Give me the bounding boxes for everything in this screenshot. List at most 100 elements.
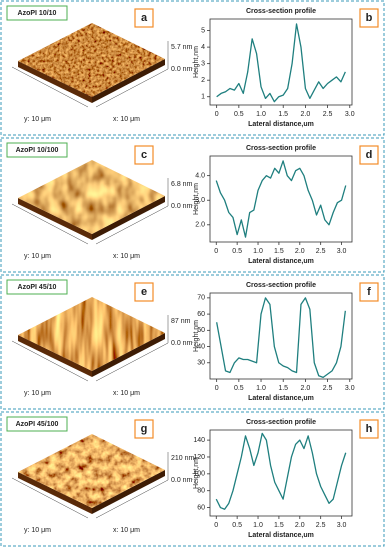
y-tick-label: 30 (197, 360, 205, 367)
sample-box (6, 279, 68, 295)
y-tick-label: 4 (201, 44, 205, 51)
afm-image (18, 23, 165, 97)
x-tick-label: 1.0 (256, 111, 266, 118)
plot-frame (209, 429, 353, 517)
y-size: y: 10 μm (24, 116, 51, 123)
image-side (18, 335, 92, 377)
profile-line (215, 160, 347, 238)
afm-image (18, 297, 165, 371)
y-size: y: 10 μm (24, 253, 51, 260)
x-tick-label: 0 (214, 522, 218, 529)
z-min: 0.0 nm (171, 203, 193, 210)
x-axis-label: Lateral distance,um (248, 258, 314, 265)
letter-box (134, 419, 154, 439)
panel-letter: a (141, 12, 148, 24)
panel-letter: e (141, 286, 147, 298)
y-axis-label: Height,nm (193, 183, 200, 215)
z-min: 0.0 nm (171, 66, 193, 73)
x-tick-label: 2.5 (316, 522, 326, 529)
x-tick-label: 1.5 (274, 248, 284, 255)
y-tick-label: 1 (201, 94, 205, 101)
y-tick-label: 80 (197, 488, 205, 495)
axis-edge (95, 342, 169, 382)
y-axis-label: Height,nm (193, 320, 200, 352)
chart-title: Cross-section profile (246, 419, 316, 426)
image-side (18, 198, 92, 240)
y-tick-label: 40 (197, 343, 205, 350)
z-max: 210 nm (171, 455, 195, 462)
row-frame (0, 274, 385, 410)
axis-edge (95, 68, 169, 108)
y-axis-label: Height,nm (193, 457, 200, 489)
sample-label: AzoPI 45/100 (16, 421, 59, 428)
y-tick-label: 140 (193, 437, 205, 444)
sample-label: AzoPI 45/10 (18, 284, 57, 291)
panel-letter: c (141, 149, 147, 161)
x-size: x: 10 μm (113, 116, 140, 123)
chart-title: Cross-section profile (246, 145, 316, 152)
x-tick-label: 3.0 (345, 111, 355, 118)
afm-image (18, 434, 165, 508)
row-frame (0, 0, 385, 136)
y-size: y: 10 μm (24, 390, 51, 397)
panel-letter: h (366, 423, 373, 435)
z-max: 6.8 nm (171, 181, 193, 188)
x-tick-label: 3.0 (345, 385, 355, 392)
sample-label: AzoPI 10/10 (18, 10, 57, 17)
plot-frame (209, 18, 353, 106)
letter-box (134, 8, 154, 28)
y-size: y: 10 μm (24, 527, 51, 534)
profile-line (215, 432, 347, 510)
image-side (92, 59, 165, 103)
x-size: x: 10 μm (113, 527, 140, 534)
axis-edge (11, 477, 89, 519)
x-tick-label: 2.0 (295, 248, 305, 255)
x-tick-label: 3.0 (337, 248, 347, 255)
x-tick-label: 2.5 (323, 385, 333, 392)
y-tick-label: 4.0 (195, 173, 205, 180)
x-tick-label: 0 (215, 111, 219, 118)
axis-edge (11, 66, 89, 108)
x-tick-label: 0.5 (232, 522, 242, 529)
x-tick-label: 2.5 (323, 111, 333, 118)
z-min: 0.0 nm (171, 340, 193, 347)
x-tick-label: 1.5 (274, 522, 284, 529)
image-side (18, 472, 92, 514)
y-axis-label: Height,nm (193, 46, 200, 78)
x-size: x: 10 μm (113, 253, 140, 260)
image-side (92, 196, 165, 240)
x-tick-label: 1.0 (253, 248, 263, 255)
image-side (92, 470, 165, 514)
y-tick-label: 60 (197, 504, 205, 511)
x-tick-label: 0 (215, 385, 219, 392)
sample-box (6, 416, 68, 432)
x-tick-label: 2.5 (316, 248, 326, 255)
sample-label: AzoPI 10/100 (16, 147, 59, 154)
row-frame (0, 411, 385, 547)
y-tick-label: 2 (201, 77, 205, 84)
x-tick-label: 0.5 (234, 111, 244, 118)
panel-letter: b (366, 12, 373, 24)
x-axis-label: Lateral distance,um (248, 532, 314, 539)
x-tick-label: 1.5 (278, 385, 288, 392)
afm-image (18, 160, 165, 234)
y-tick-label: 3.0 (195, 197, 205, 204)
letter-box (359, 145, 379, 165)
letter-box (134, 145, 154, 165)
y-tick-label: 70 (197, 295, 205, 302)
letter-box (359, 282, 379, 302)
letter-box (134, 282, 154, 302)
z-max: 87 nm (171, 318, 191, 325)
y-tick-label: 5 (201, 27, 205, 34)
axis-edge (95, 479, 169, 519)
letter-box (359, 8, 379, 28)
panel-letter: d (366, 149, 373, 161)
sample-box (6, 5, 68, 21)
x-tick-label: 1.0 (253, 522, 263, 529)
x-tick-label: 1.5 (278, 111, 288, 118)
y-tick-label: 60 (197, 311, 205, 318)
z-max: 5.7 nm (171, 44, 193, 51)
axis-edge (95, 205, 169, 245)
axis-edge (11, 203, 89, 245)
